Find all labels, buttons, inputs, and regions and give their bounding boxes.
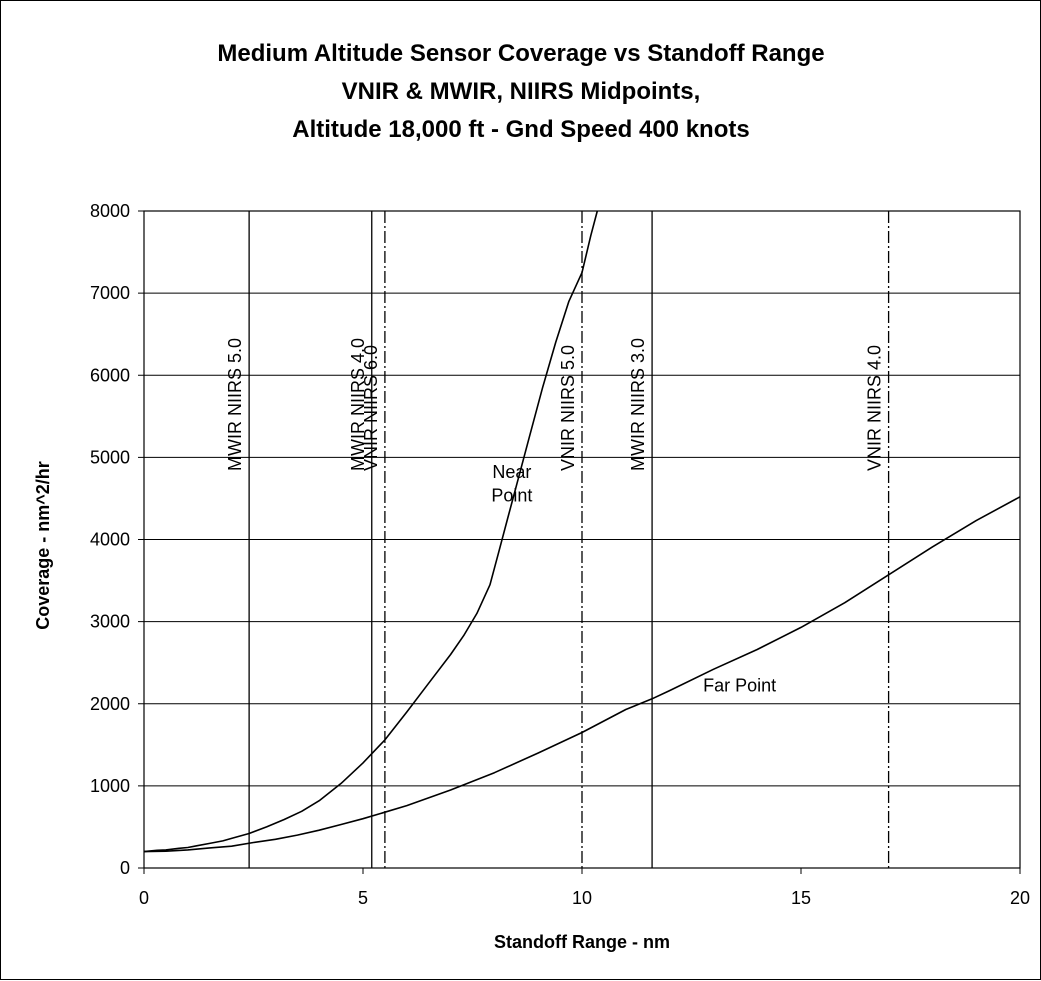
x-tick-label: 15	[791, 888, 811, 908]
chart-title: Medium Altitude Sensor Coverage vs Stand…	[217, 40, 824, 143]
x-tick-label: 10	[572, 888, 592, 908]
y-axis-title: Coverage - nm^2/hr	[33, 461, 53, 630]
niirs-threshold-label: VNIR NIIRS 6.0	[361, 345, 381, 471]
y-tick-label: 7000	[90, 283, 130, 303]
niirs-threshold-label: MWIR NIIRS 3.0	[628, 338, 648, 471]
annotations: Near Point Far Point	[491, 462, 776, 696]
x-tick-label: 20	[1010, 888, 1030, 908]
series-line	[143, 210, 599, 853]
series-annotation: Far Point	[703, 675, 776, 695]
niirs-threshold-label: MWIR NIIRS 5.0	[225, 338, 245, 471]
y-tick-label: 6000	[90, 365, 130, 385]
series-layer	[143, 210, 1021, 853]
axes: 0 1000 2000 3000 4000 5000 6000 7000 8000 0 5 10 15 2…	[90, 201, 1030, 908]
title-line-2: VNIR & MWIR, NIIRS Midpoints,	[342, 78, 701, 105]
niirs-threshold-label: VNIR NIIRS 5.0	[558, 345, 578, 471]
title-line-3: Altitude 18,000 ft - Gnd Speed 400 knots	[292, 116, 749, 143]
y-tick-label: 4000	[90, 530, 130, 550]
y-tick-label: 8000	[90, 201, 130, 221]
y-tick-label: 2000	[90, 694, 130, 714]
x-tick-label: 0	[139, 888, 149, 908]
y-tick-label: 1000	[90, 776, 130, 796]
x-axis-title: Standoff Range - nm	[494, 932, 670, 952]
x-tick-label: 5	[358, 888, 368, 908]
series-annotation: Near Point	[491, 462, 532, 505]
series-line	[143, 496, 1021, 853]
y-tick-label: 3000	[90, 612, 130, 632]
niirs-threshold-label: MWIR NIIRS 4.0	[348, 338, 368, 471]
niirs-threshold-label: VNIR NIIRS 4.0	[865, 345, 885, 471]
y-tick-label: 5000	[90, 447, 130, 467]
y-tick-label: 0	[120, 858, 130, 878]
title-line-1: Medium Altitude Sensor Coverage vs Stand…	[217, 40, 824, 67]
